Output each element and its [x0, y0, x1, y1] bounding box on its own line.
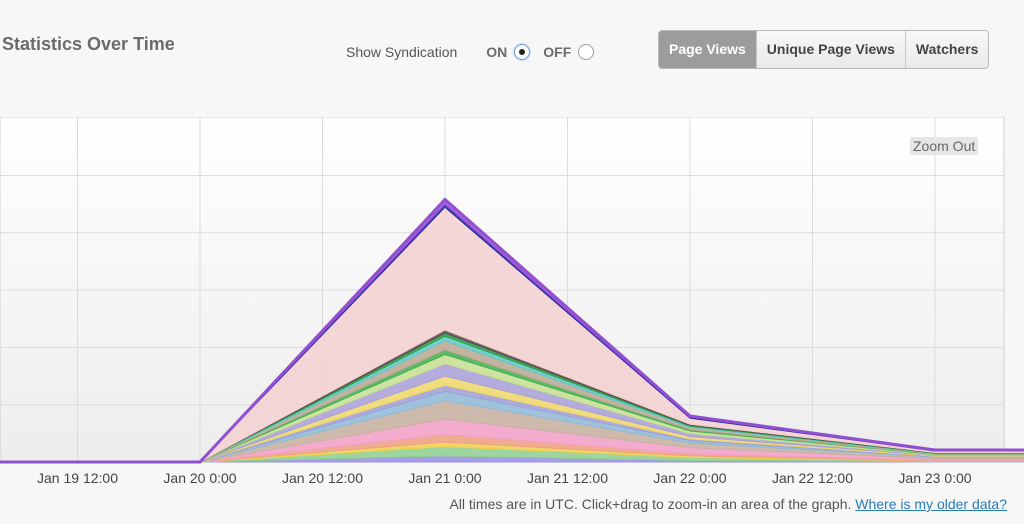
- x-axis-ticks: Jan 19 12:00 Jan 20 0:00 Jan 20 12:00 Jan 2…: [37, 470, 972, 486]
- syndication-label: Show Syndication: [346, 44, 458, 60]
- metric-tabs: Page Views Unique Page Views Watchers: [658, 30, 990, 69]
- area-series: [0, 197, 1024, 464]
- footer-note: All times are in UTC. Click+drag to zoom…: [449, 496, 1007, 512]
- x-tick-label: Jan 20 12:00: [282, 470, 363, 486]
- stacked-area-chart[interactable]: Jan 19 12:00 Jan 20 0:00 Jan 20 12:00 Jan 2…: [0, 117, 1024, 487]
- syndication-off-label: OFF: [543, 44, 572, 60]
- x-tick-label: Jan 23 0:00: [898, 470, 971, 486]
- tab-watchers[interactable]: Watchers: [904, 31, 989, 68]
- older-data-link[interactable]: Where is my older data?: [855, 496, 1007, 512]
- page-title: Statistics Over Time: [2, 34, 175, 54]
- tab-unique-page-views[interactable]: Unique Page Views: [755, 31, 905, 68]
- footer-text: All times are in UTC. Click+drag to zoom…: [449, 496, 852, 512]
- x-tick-label: Jan 21 0:00: [408, 470, 481, 486]
- x-tick-label: Jan 20 0:00: [163, 470, 236, 486]
- x-tick-label: Jan 21 12:00: [527, 470, 608, 486]
- syndication-toggle: Show Syndication ON OFF: [346, 42, 607, 62]
- tab-page-views[interactable]: Page Views: [659, 31, 756, 68]
- x-tick-label: Jan 22 0:00: [653, 470, 726, 486]
- stack-outline: [0, 197, 1024, 464]
- syndication-on-label: ON: [486, 44, 508, 60]
- x-tick-label: Jan 22 12:00: [772, 470, 853, 486]
- radio-dot-icon: [519, 49, 526, 55]
- x-tick-label: Jan 19 12:00: [37, 470, 118, 486]
- zoom-out-button[interactable]: Zoom Out: [910, 137, 979, 155]
- syndication-on-radio[interactable]: [514, 44, 531, 60]
- syndication-off-radio[interactable]: [578, 44, 595, 60]
